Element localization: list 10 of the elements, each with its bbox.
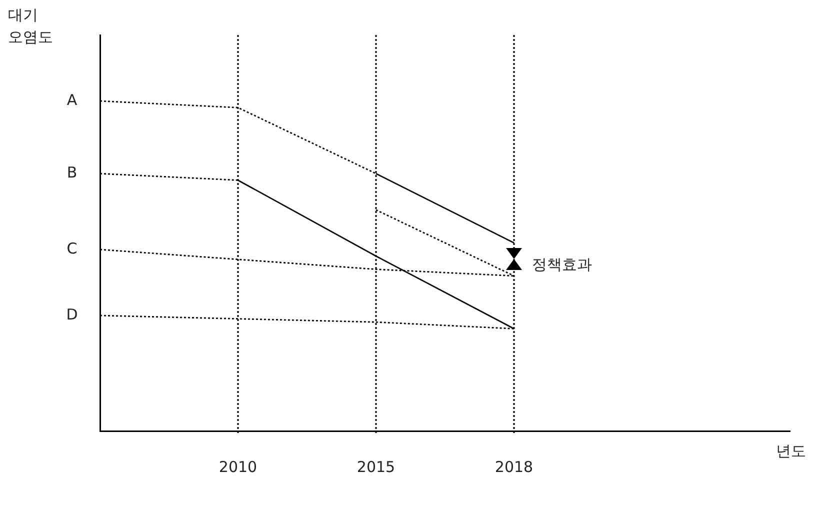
y-axis-title: 대기 오염도 [8, 5, 53, 48]
series-label: C [66, 239, 78, 258]
x-tick-label: 2018 [494, 458, 534, 476]
x-tick-label: 2010 [218, 458, 258, 476]
series-label: B [66, 163, 78, 182]
series-label: D [66, 305, 78, 324]
series-label: A [66, 90, 78, 109]
annotation: 정책효과 [532, 255, 592, 274]
x-axis-title: 년도 [776, 441, 806, 462]
x-tick-label: 2015 [356, 458, 396, 476]
